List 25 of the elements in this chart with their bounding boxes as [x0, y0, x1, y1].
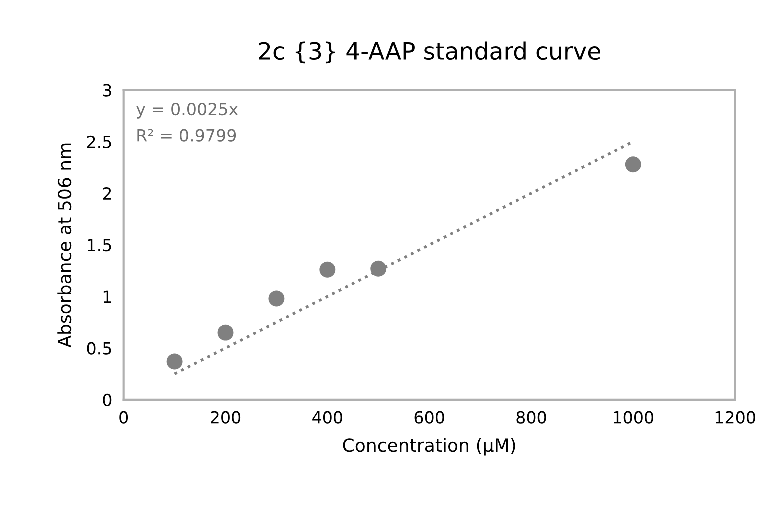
x-tick-label: 400	[312, 411, 342, 424]
x-tick-label: 1000	[614, 411, 654, 424]
x-tick-label: 0	[120, 411, 128, 424]
point	[218, 324, 234, 341]
y-tick-label: 2	[103, 187, 112, 200]
y-axis-title: Absorbance at 506 nm	[58, 144, 72, 348]
point	[166, 354, 183, 370]
x-tick-label: 200	[211, 411, 241, 424]
y-tick-label: 0	[103, 394, 112, 406]
y-tick-label: 0.5	[87, 342, 112, 355]
x-tick-label: 800	[516, 411, 546, 424]
y-tick-label: 3	[103, 84, 112, 97]
point	[370, 260, 387, 277]
point	[268, 290, 285, 307]
y-tick-label: 1	[104, 290, 112, 304]
y-tick-label: 1.5	[88, 239, 112, 252]
x-tick-label: 1200	[716, 411, 756, 424]
annotation: R² = 0.9799	[138, 129, 236, 142]
x-axis-title: Concentration (µM)	[343, 438, 516, 456]
x-tick-label: 600	[414, 411, 444, 424]
chart-title: 2c {3} 4-AAP standard curve	[259, 42, 600, 64]
annotation: y = 0.0025x	[136, 102, 238, 119]
y-tick-label: 2.5	[87, 136, 112, 148]
point	[625, 156, 642, 173]
point	[320, 262, 336, 278]
